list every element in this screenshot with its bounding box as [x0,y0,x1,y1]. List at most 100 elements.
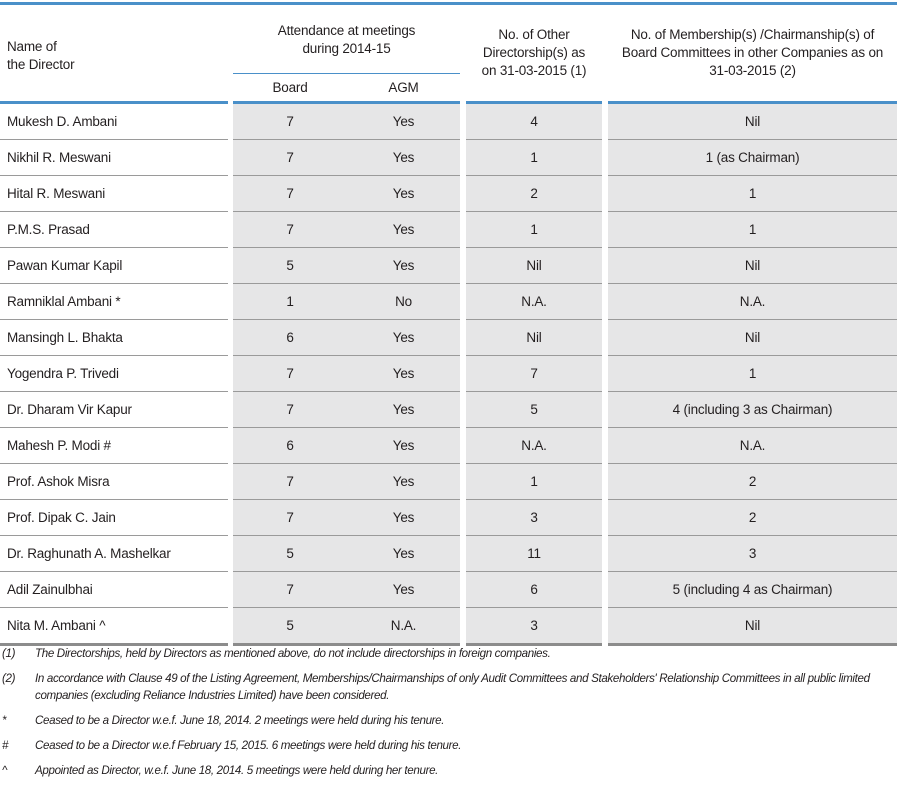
footnote: ^ Appointed as Director, w.e.f. June 18, … [0,762,897,779]
footnote-text: Ceased to be a Director w.e.f February 1… [35,739,462,752]
header-name: Name of the Director [0,5,228,104]
committee-memberships: 2 [608,464,897,500]
table-row: Prof. Dipak C. Jain 7 Yes 3 2 [0,500,897,536]
directors-table: Name of the Director Attendance at meeti… [0,5,897,646]
agm-attendance: Yes [347,176,460,212]
footnote-text: Appointed as Director, w.e.f. June 18, 2… [35,764,439,777]
table-row: Prof. Ashok Misra 7 Yes 1 2 [0,464,897,500]
director-name: Mahesh P. Modi # [0,428,228,464]
director-name: Nikhil R. Meswani [0,140,228,176]
footnote-text: In accordance with Clause 49 of the List… [35,672,870,702]
footnote-mark: (2) [2,672,16,685]
agm-attendance: Yes [347,104,460,140]
table-row: Adil Zainulbhai 7 Yes 6 5 (including 4 as Ch… [0,572,897,608]
board-attendance: 7 [233,464,347,500]
agm-attendance: Yes [347,464,460,500]
committee-memberships: Nil [608,248,897,284]
agm-attendance: Yes [347,392,460,428]
other-directorships: 2 [466,176,602,212]
agm-attendance: Yes [347,212,460,248]
board-attendance: 7 [233,212,347,248]
header-board: Board [233,74,347,104]
footnote: # Ceased to be a Director w.e.f February… [0,737,897,754]
board-attendance: 7 [233,500,347,536]
director-name: Nita M. Ambani ^ [0,608,228,646]
table-row: Dr. Dharam Vir Kapur 7 Yes 5 4 (including 3 … [0,392,897,428]
agm-attendance: Yes [347,536,460,572]
committee-memberships: Nil [608,104,897,140]
table-row: Pawan Kumar Kapil 5 Yes Nil Nil [0,248,897,284]
director-name: Prof. Ashok Misra [0,464,228,500]
other-directorships: 1 [466,464,602,500]
committee-memberships: 1 [608,356,897,392]
board-attendance: 6 [233,320,347,356]
footnote: (2) In accordance with Clause 49 of the L… [0,670,897,704]
table-row: Mukesh D. Ambani 7 Yes 4 Nil [0,104,897,140]
committee-memberships: N.A. [608,428,897,464]
header-directorships: No. of Other Directorship(s) as on 31-03… [466,5,602,104]
committee-memberships: 3 [608,536,897,572]
table-row: Mansingh L. Bhakta 6 Yes Nil Nil [0,320,897,356]
agm-attendance: Yes [347,428,460,464]
agm-attendance: Yes [347,320,460,356]
other-directorships: 7 [466,356,602,392]
top-rule [0,2,897,5]
other-directorships: N.A. [466,428,602,464]
director-name: Ramniklal Ambani * [0,284,228,320]
agm-attendance: Yes [347,572,460,608]
header-committees: No. of Membership(s) /Chairmanship(s) of… [608,5,897,104]
agm-attendance: Yes [347,140,460,176]
footnote-mark: ^ [2,764,8,777]
board-attendance: 5 [233,248,347,284]
committee-memberships: 1 (as Chairman) [608,140,897,176]
table-row: Nikhil R. Meswani 7 Yes 1 1 (as Chairman) [0,140,897,176]
footnote: (1) The Directorships, held by Directors … [0,645,897,662]
other-directorships: Nil [466,248,602,284]
board-attendance: 6 [233,428,347,464]
director-name: Dr. Raghunath A. Mashelkar [0,536,228,572]
other-directorships: 6 [466,572,602,608]
footnotes: (1) The Directorships, held by Directors … [0,645,897,787]
committee-memberships: 2 [608,500,897,536]
board-attendance: 7 [233,140,347,176]
director-name: Pawan Kumar Kapil [0,248,228,284]
footnote-text: Ceased to be a Director w.e.f. June 18, … [35,714,445,727]
director-name: Adil Zainulbhai [0,572,228,608]
committee-memberships: 4 (including 3 as Chairman) [608,392,897,428]
other-directorships: Nil [466,320,602,356]
footnote: * Ceased to be a Director w.e.f. June 18,… [0,712,897,729]
board-attendance: 7 [233,392,347,428]
table-row: Yogendra P. Trivedi 7 Yes 7 1 [0,356,897,392]
other-directorships: 1 [466,140,602,176]
director-name: Mansingh L. Bhakta [0,320,228,356]
table-row: P.M.S. Prasad 7 Yes 1 1 [0,212,897,248]
committee-memberships: 1 [608,212,897,248]
board-attendance: 7 [233,104,347,140]
footnote-text: The Directorships, held by Directors as … [35,647,551,660]
board-attendance: 7 [233,572,347,608]
director-name: P.M.S. Prasad [0,212,228,248]
board-attendance: 7 [233,356,347,392]
director-name: Mukesh D. Ambani [0,104,228,140]
board-attendance: 7 [233,176,347,212]
committee-memberships: 5 (including 4 as Chairman) [608,572,897,608]
table-row: Ramniklal Ambani * 1 No N.A. N.A. [0,284,897,320]
table-row: Hital R. Meswani 7 Yes 2 1 [0,176,897,212]
agm-attendance: N.A. [347,608,460,646]
other-directorships: N.A. [466,284,602,320]
committee-memberships: 1 [608,176,897,212]
agm-attendance: Yes [347,248,460,284]
other-directorships: 1 [466,212,602,248]
board-attendance: 1 [233,284,347,320]
other-directorships: 5 [466,392,602,428]
header-agm: AGM [347,74,460,104]
director-name: Prof. Dipak C. Jain [0,500,228,536]
footnote-mark: (1) [2,647,16,660]
table-row: Mahesh P. Modi #6 Yes N.A. N.A. [0,428,897,464]
other-directorships: 3 [466,608,602,646]
board-attendance: 5 [233,536,347,572]
committee-memberships: N.A. [608,284,897,320]
other-directorships: 3 [466,500,602,536]
board-attendance: 5 [233,608,347,646]
table-row: Dr. Raghunath A. Mashelkar 5 Yes 11 3 [0,536,897,572]
